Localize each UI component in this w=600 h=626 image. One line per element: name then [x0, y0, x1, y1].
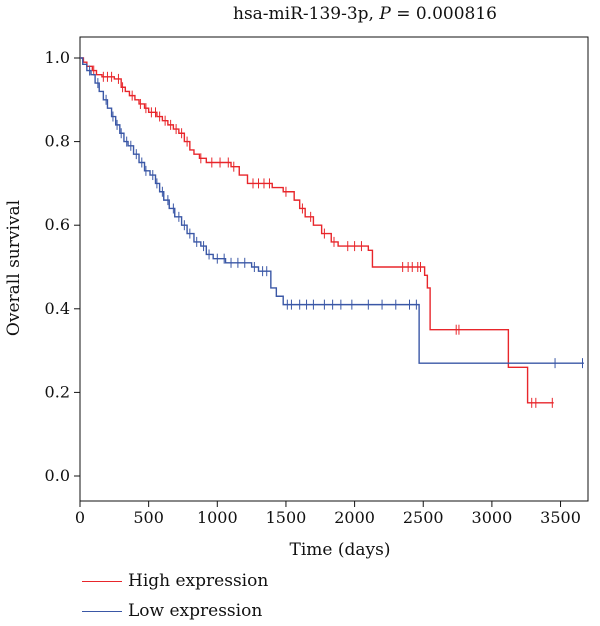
legend-item-low: Low expression — [82, 596, 268, 626]
x-tick-label: 2000 — [334, 508, 375, 527]
x-tick-labels: 0 500 1000 1500 2000 2500 3000 3500 — [75, 508, 581, 527]
legend-label-low: Low expression — [128, 601, 263, 621]
y-tick-label: 0.0 — [45, 466, 70, 485]
chart-title-text: hsa-miR-139-3p, — [233, 4, 380, 24]
chart-title: hsa-miR-139-3p, P = 0.000816 — [200, 4, 530, 24]
legend-swatch-high — [82, 580, 122, 582]
y-tick-label: 1.0 — [45, 48, 70, 67]
y-tick-label: 0.6 — [45, 215, 70, 234]
plot-frame — [79, 36, 589, 502]
p-value: = 0.000816 — [390, 4, 497, 24]
x-tick-label: 500 — [133, 508, 164, 527]
x-tick-label: 2500 — [403, 508, 444, 527]
series-line-high — [80, 57, 554, 404]
series-line-low — [80, 57, 584, 364]
x-tick-label: 0 — [75, 508, 85, 527]
legend-swatch-low — [82, 610, 122, 612]
y-tick-labels: 0.0 0.2 0.4 0.6 0.8 1.0 — [45, 48, 70, 485]
y-tick-label: 0.2 — [45, 382, 70, 401]
legend-label-high: High expression — [128, 571, 269, 591]
x-tick-label: 3500 — [540, 508, 581, 527]
x-tick-label: 3000 — [472, 508, 513, 527]
p-symbol: P — [379, 4, 391, 24]
y-tick-label: 0.8 — [45, 132, 70, 151]
legend-item-high: High expression — [82, 566, 268, 596]
y-tick-label: 0.4 — [45, 299, 70, 318]
legend: High expression Low expression — [82, 566, 268, 626]
x-axis-title: Time (days) — [290, 540, 391, 560]
series-layer — [80, 57, 584, 408]
y-axis-title: Overall survival — [4, 200, 24, 336]
x-tick-label: 1500 — [266, 508, 307, 527]
axis-ticks — [74, 57, 562, 507]
x-tick-label: 1000 — [197, 508, 238, 527]
